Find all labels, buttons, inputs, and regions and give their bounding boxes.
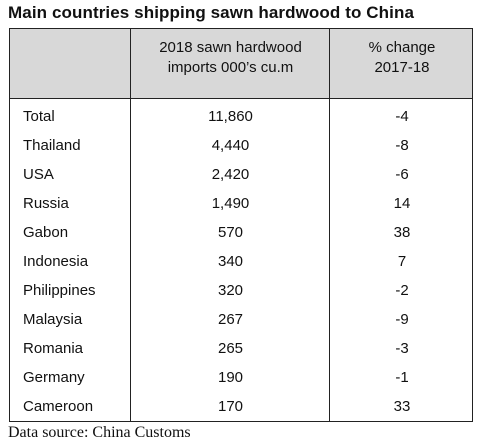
table-row: Total 11,860 -4	[10, 102, 472, 131]
cell-change: 33	[393, 398, 411, 415]
cell-country: Thailand	[23, 137, 81, 154]
table-row: Cameroon 170 33	[10, 392, 472, 421]
cell-change: -4	[395, 108, 409, 125]
cell-change: -1	[395, 369, 409, 386]
table-row: Philippines 320 -2	[10, 276, 472, 305]
cell-imports: 265	[217, 340, 244, 357]
cell-imports: 11,860	[208, 108, 253, 125]
cell-country: Russia	[23, 195, 69, 212]
header-imports-line-1: 2018 sawn hardwood	[159, 39, 302, 56]
cell-imports: 190	[217, 369, 244, 386]
cell-imports: 570	[217, 224, 244, 241]
header-change: % change 2017-18	[330, 38, 474, 78]
header-imports-line-2: imports 000’s cu.m	[167, 59, 294, 76]
cell-country: USA	[23, 166, 54, 183]
header-imports: 2018 sawn hardwood imports 000’s cu.m	[131, 38, 330, 78]
data-source: Data source: China Customs	[8, 424, 191, 441]
cell-imports: 170	[217, 398, 244, 415]
cell-imports: 4,440	[211, 137, 250, 154]
table-row: Germany 190 -1	[10, 363, 472, 392]
chart-title: Main countries shipping sawn hardwood to…	[8, 3, 415, 22]
cell-imports: 320	[217, 282, 244, 299]
header-change-line-2: 2017-18	[374, 59, 430, 76]
cell-change: 38	[393, 224, 411, 241]
cell-country: Malaysia	[23, 311, 83, 328]
data-table: 2018 sawn hardwood imports 000’s cu.m % …	[9, 28, 473, 422]
cell-imports: 267	[217, 311, 244, 328]
header-change-line-1: % change	[368, 39, 436, 56]
column-divider-1	[130, 29, 131, 421]
cell-change: 7	[397, 253, 407, 270]
cell-country: Germany	[23, 369, 85, 386]
cell-imports: 1,490	[211, 195, 250, 212]
cell-change: 14	[393, 195, 411, 212]
table-row: Malaysia 267 -9	[10, 305, 472, 334]
table-row: Gabon 570 38	[10, 218, 472, 247]
table-row: Romania 265 -3	[10, 334, 472, 363]
cell-change: -2	[395, 282, 409, 299]
cell-change: -6	[395, 166, 409, 183]
table-row: Russia 1,490 14	[10, 189, 472, 218]
cell-country: Cameroon	[23, 398, 94, 415]
table-row: USA 2,420 -6	[10, 160, 472, 189]
cell-change: -8	[395, 137, 409, 154]
cell-country: Philippines	[23, 282, 96, 299]
table-header: 2018 sawn hardwood imports 000’s cu.m % …	[10, 29, 472, 99]
column-divider-2	[329, 29, 330, 421]
cell-country: Romania	[23, 340, 84, 357]
cell-country: Total	[23, 108, 55, 125]
cell-imports: 2,420	[211, 166, 250, 183]
table-row: Thailand 4,440 -8	[10, 131, 472, 160]
cell-change: -9	[395, 311, 409, 328]
table-row: Indonesia 340 7	[10, 247, 472, 276]
cell-imports: 340	[217, 253, 244, 270]
cell-country: Indonesia	[23, 253, 89, 270]
cell-country: Gabon	[23, 224, 69, 241]
cell-change: -3	[395, 340, 409, 357]
